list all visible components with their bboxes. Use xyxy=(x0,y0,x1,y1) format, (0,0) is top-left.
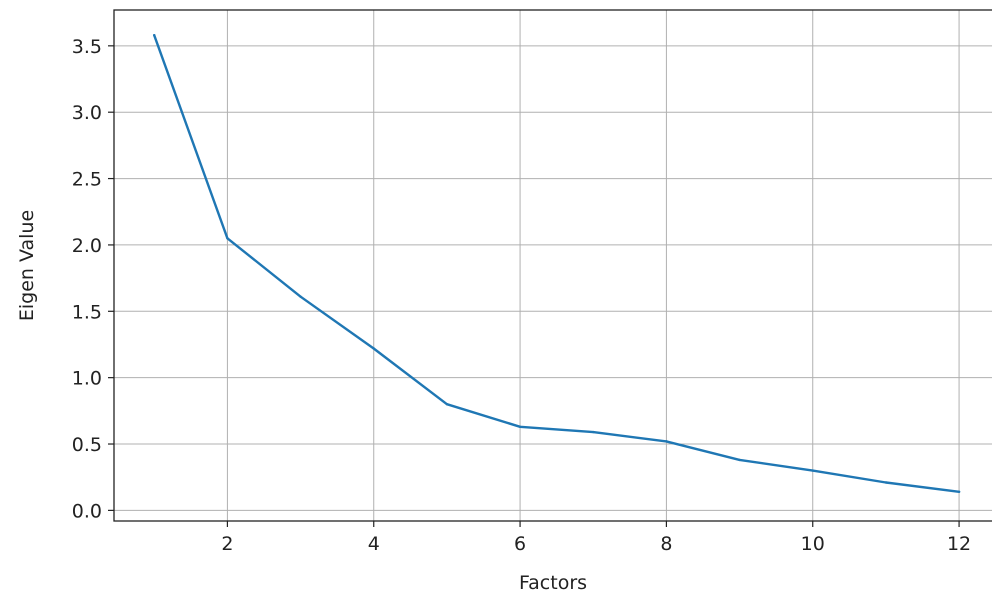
data-point-7 xyxy=(592,430,595,434)
data-point-2 xyxy=(226,237,229,240)
data-point-11 xyxy=(884,481,888,484)
data-point-4 xyxy=(372,347,375,350)
grid-lines xyxy=(114,10,992,521)
data-point-12 xyxy=(957,490,961,493)
data-point-9 xyxy=(738,458,741,462)
x-tick-label-4: 4 xyxy=(368,533,380,555)
x-tick-label-12: 12 xyxy=(947,533,971,555)
y-tick-label-1: 0.5 xyxy=(72,434,102,456)
y-tick-label-3: 1.5 xyxy=(72,301,102,323)
data-point-6 xyxy=(518,425,522,428)
x-axis-title: Factors xyxy=(519,572,587,594)
x-tick-label-8: 8 xyxy=(660,533,672,555)
tick-labels: 2 4 6 8 10 12 0.0 0.5 1.0 1.5 2.0 2.5 3.0 3.5 xyxy=(72,36,971,555)
y-axis-title: Eigen Value xyxy=(16,210,38,321)
tick-marks xyxy=(108,45,960,527)
y-tick-label-0: 0.0 xyxy=(72,500,102,522)
data-point-8 xyxy=(665,440,668,443)
y-tick-label-2: 1.0 xyxy=(72,368,102,390)
y-tick-label-6: 3.0 xyxy=(72,102,102,124)
series-line-0 xyxy=(152,34,961,493)
data-point-3 xyxy=(299,295,302,298)
y-tick-label-7: 3.5 xyxy=(72,36,102,58)
plot-frame xyxy=(113,9,992,522)
x-tick-label-10: 10 xyxy=(801,533,825,555)
y-tick-label-5: 2.5 xyxy=(72,169,102,191)
y-tick-label-4: 2.0 xyxy=(72,235,102,257)
data-point-5 xyxy=(445,403,449,406)
data-point-1 xyxy=(153,34,156,37)
series-layer xyxy=(152,34,961,493)
x-tick-label-2: 2 xyxy=(221,533,233,555)
data-point-10 xyxy=(811,469,814,472)
x-tick-label-6: 6 xyxy=(514,533,526,555)
